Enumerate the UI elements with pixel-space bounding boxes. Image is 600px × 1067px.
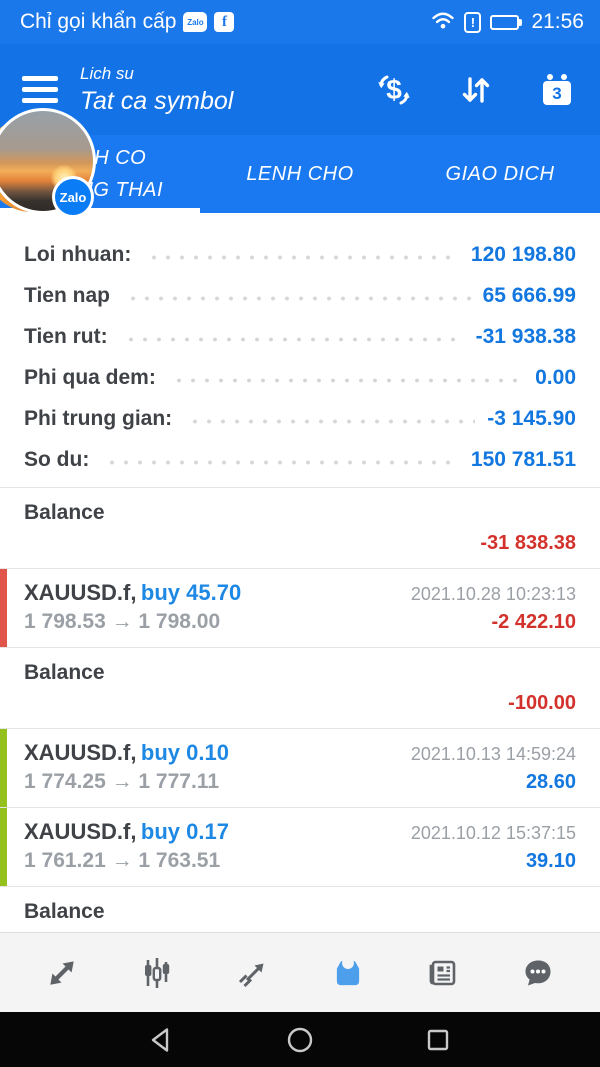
trade-symbol: XAUUSD.f, <box>24 580 137 605</box>
trade-icon[interactable] <box>220 945 284 1001</box>
news-icon[interactable] <box>411 945 475 1001</box>
calendar-icon[interactable]: 3 <box>538 72 576 108</box>
balance-value: -100.00 <box>508 692 576 714</box>
balance-title: Balance <box>24 501 105 524</box>
summary-row: Tien rut: -31 938.38 <box>24 308 576 349</box>
status-left: Chỉ gọi khẩn cấp Zalo f <box>20 10 235 34</box>
balance-row[interactable]: Balance -100.00 <box>0 647 600 728</box>
trade-symbol: XAUUSD.f, <box>24 819 137 844</box>
status-bar: Chỉ gọi khẩn cấp Zalo f ! 21:56 <box>0 0 600 44</box>
history-icon-active[interactable] <box>316 945 380 1001</box>
trade-side-volume: buy 0.10 <box>140 740 229 765</box>
profit-stripe <box>0 729 7 807</box>
zalo-badge[interactable]: Zalo <box>52 176 94 218</box>
zalo-notification-icon: Zalo <box>183 12 208 32</box>
trade-datetime: 2021.10.13 14:59:24 <box>410 744 576 764</box>
battery-icon <box>490 14 523 30</box>
dotted-leader <box>105 460 459 465</box>
summary-value: 120 198.80 <box>470 243 576 266</box>
trade-row[interactable]: XAUUSD.f, buy 0.10 2021.10.13 14:59:24 1… <box>0 728 600 807</box>
summary-value: -31 938.38 <box>475 325 576 348</box>
currency-exchange-icon[interactable]: $ <box>374 70 414 110</box>
summary-row: So du: 150 781.51 <box>24 431 576 472</box>
clock: 21:56 <box>531 10 584 33</box>
trade-side-volume: buy 0.17 <box>140 819 229 844</box>
trade-prices: 1 774.25 → 1 777.11 <box>24 770 219 793</box>
summary-row: Phi trung gian: -3 145.90 <box>24 390 576 431</box>
history-list[interactable]: Loi nhuan: 120 198.80 Tien nap 65 666.99… <box>0 213 600 932</box>
trade-datetime: 2021.10.28 10:23:13 <box>410 584 576 604</box>
tab-lenh-cho[interactable]: LENH CHO <box>200 135 400 213</box>
android-nav-bar <box>0 1012 600 1067</box>
svg-text:$: $ <box>386 74 402 105</box>
balance-value: -31 838.38 <box>480 532 576 554</box>
balance-title: Balance <box>24 661 105 684</box>
balance-row-clipped[interactable]: Balance <box>0 886 600 932</box>
status-right: ! 21:56 <box>431 10 584 35</box>
header-subtitle: Lich su <box>80 63 134 83</box>
summary-row: Loi nhuan: 120 198.80 <box>24 226 576 267</box>
messages-icon[interactable] <box>506 945 570 1001</box>
history-tab-bar: LENH CO TRANG THAI LENH CHO GIAO DICH <box>0 135 600 213</box>
header-titles: Lich su Tat ca symbol <box>80 64 233 116</box>
active-tab-indicator <box>0 208 200 213</box>
profit-stripe <box>0 808 7 886</box>
sort-icon[interactable] <box>458 72 494 108</box>
page-title: Tat ca symbol <box>80 86 234 115</box>
trade-symbol: XAUUSD.f, <box>24 740 137 765</box>
tab-giao-dich[interactable]: GIAO DICH <box>400 135 600 213</box>
tab2-label: LENH CHO <box>246 162 354 185</box>
summary-value: 65 666.99 <box>482 284 576 307</box>
summary-label: Phi trung gian: <box>24 407 173 430</box>
summary-row: Tien nap 65 666.99 <box>24 267 576 308</box>
summary-section: Loi nhuan: 120 198.80 Tien nap 65 666.99… <box>0 213 600 487</box>
summary-label: So du: <box>24 448 90 471</box>
balance-title: Balance <box>24 900 105 923</box>
trade-profit: 39.10 <box>525 850 576 872</box>
trade-profit: -2 422.10 <box>491 611 576 633</box>
summary-row: Phi qua dem: 0.00 <box>24 349 576 390</box>
summary-label: Phi qua dem: <box>24 366 156 389</box>
calendar-badge-count: 3 <box>552 84 561 103</box>
trade-row[interactable]: XAUUSD.f, buy 0.17 2021.10.12 15:37:15 1… <box>0 807 600 886</box>
dotted-leader <box>171 378 524 383</box>
trade-prices: 1 798.53 → 1 798.00 <box>24 610 221 633</box>
bottom-toolbar <box>0 932 600 1012</box>
balance-row[interactable]: Balance -31 838.38 <box>0 487 600 568</box>
trade-row[interactable]: XAUUSD.f, buy 45.70 2021.10.28 10:23:13 … <box>0 568 600 647</box>
facebook-notification-icon: f <box>214 12 235 32</box>
dotted-leader <box>188 419 476 424</box>
summary-value: 0.00 <box>535 366 576 389</box>
charts-icon[interactable] <box>125 945 189 1001</box>
header-actions: $ 3 <box>374 70 576 110</box>
trade-side-volume: buy 45.70 <box>140 580 242 605</box>
loss-stripe <box>0 569 7 647</box>
wifi-icon <box>431 10 455 35</box>
back-button[interactable] <box>145 1025 179 1055</box>
trade-datetime: 2021.10.12 15:37:15 <box>410 823 576 843</box>
sim-alert-icon: ! <box>464 11 482 33</box>
app-header: Lich su Tat ca symbol $ <box>0 44 600 135</box>
home-button[interactable] <box>283 1025 317 1055</box>
quotes-icon[interactable] <box>30 945 94 1001</box>
summary-value: 150 781.51 <box>470 448 576 471</box>
recents-button[interactable] <box>421 1025 455 1055</box>
dotted-leader <box>125 296 471 301</box>
summary-label: Tien rut: <box>24 325 108 348</box>
summary-label: Tien nap <box>24 284 110 307</box>
carrier-text: Chỉ gọi khẩn cấp <box>20 10 177 33</box>
summary-value: -3 145.90 <box>487 407 576 430</box>
summary-label: Loi nhuan: <box>24 243 132 266</box>
trade-profit: 28.60 <box>525 771 576 793</box>
dotted-leader <box>147 255 459 260</box>
trade-prices: 1 761.21 → 1 763.51 <box>24 849 221 872</box>
dotted-leader <box>123 337 464 342</box>
menu-icon[interactable] <box>22 76 62 103</box>
tab3-label: GIAO DICH <box>445 162 555 185</box>
